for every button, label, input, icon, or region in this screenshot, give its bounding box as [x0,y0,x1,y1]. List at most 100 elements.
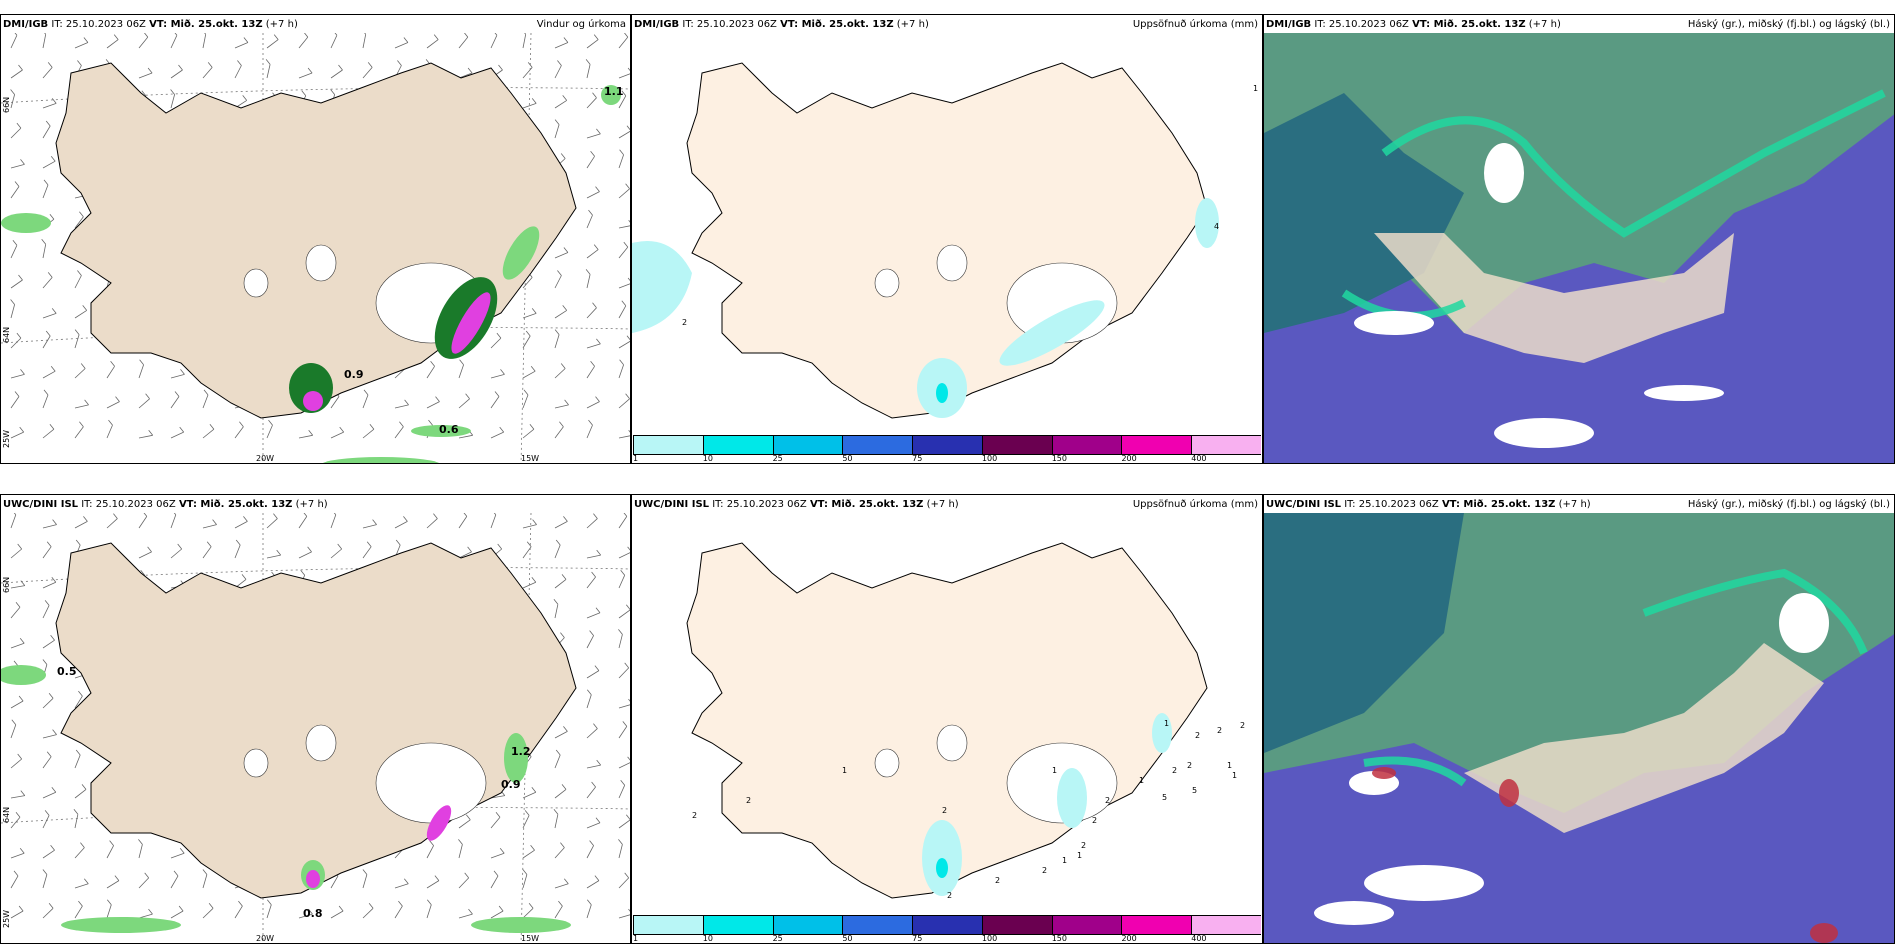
wind-barb-feather [559,421,564,428]
wind-barb-feather [48,903,54,909]
wind-barb-feather [558,900,563,907]
value-label: 2 [692,811,697,820]
wind-barb-feather [51,308,57,314]
wind-barb [330,875,339,889]
wind-barb [10,852,25,859]
wind-barb [42,698,54,709]
wind-barb [42,524,57,529]
issue-time: 25.10.2023 06Z [65,19,146,30]
value-label: 0.9 [501,778,521,791]
wind-barb-feather [48,693,54,699]
scale-swatch [633,436,703,454]
wind-barb-feather [303,513,308,517]
panel-cloud-uwc: UWC/DINI ISL IT: 25.10.2023 06Z VT: Mið.… [1263,494,1895,944]
wind-barb [618,844,623,859]
wind-barb-feather [563,516,568,522]
panel-title: Uppsöfnuð úrkoma (mm) [1132,19,1258,30]
wind-barb-feather [10,299,15,305]
wind-barb-feather [304,33,309,38]
wind-barb-feather [16,332,22,339]
wind-barb [138,398,150,409]
wind-barb [202,546,212,559]
wind-barb-feather [45,330,51,337]
wind-barb-feather [51,98,57,104]
wind-barb-feather [531,787,537,793]
wind-barb-feather [625,604,630,611]
model-name: DMI/IGB [1266,19,1312,30]
wind-barb [586,191,600,199]
wind-barb-feather [209,423,215,430]
wind-barb [74,695,83,709]
wind-barb [362,908,374,919]
wind-barb-feather [523,389,529,396]
wind-barb-feather [367,62,373,68]
wind-barb [42,605,50,619]
value-label: 1 [842,766,847,775]
wind-barb-feather [10,89,15,95]
wind-barb-feather [140,569,146,576]
wind-barb-feather [563,37,569,43]
wind-barb-feather [623,241,629,248]
wind-barb [522,335,531,349]
lat-label-66n: 66N [2,97,11,113]
wind-barb-feather [495,812,501,818]
wind-barb-feather [301,90,307,97]
wind-barb-feather [458,839,463,845]
wind-barb [394,42,409,49]
accum-map: 1 4 2 [632,62,1258,419]
wind-barb-feather [144,33,149,38]
wind-barb-feather [527,62,533,68]
wind-barb [554,275,562,289]
value-label: 2 [1187,761,1192,770]
wind-barb [490,337,502,349]
accum-map: 2221212111552221122222122 [686,542,1245,900]
lead-time: (+7 h) [926,499,959,510]
wind-barb [554,252,569,259]
wind-barb [10,724,17,739]
scale-swatch [772,916,843,934]
wind-barb-feather [429,840,434,846]
wind-barb-feather [84,399,89,406]
wind-barb-feather [45,120,51,127]
wind-barb-feather [241,574,247,580]
wind-barb [74,42,89,49]
wind-barb [458,364,464,379]
wind-barb [10,94,15,109]
wind-barb-feather [307,546,312,553]
wind-barb [298,72,313,79]
wind-barb [330,69,343,79]
wind-barb-feather [366,541,372,547]
wind-barb-feather [147,546,152,553]
panel-header: DMI/IGB IT: 25.10.2023 06Z VT: Mið. 25.o… [1266,18,1890,32]
wind-barb [202,428,215,439]
wind-barb [426,904,432,919]
wind-barb-feather [42,869,48,875]
wind-barb [394,404,409,409]
wind-barb-feather [465,393,470,400]
wind-barb [618,340,630,349]
wind-barb-feather [148,430,154,436]
wind-barb [586,307,597,319]
wind-barb [10,396,20,409]
wind-barb-feather [50,155,56,162]
wind-barb [522,908,534,919]
panel-accum-dmi: DMI/IGB IT: 25.10.2023 06Z VT: Mið. 25.o… [631,14,1263,464]
panel-title: Háský (gr.), miðský (fj.bl.) og lágský (… [1687,19,1890,30]
wind-barb [170,69,183,79]
scale-tick-label: 150 [1051,454,1067,463]
wind-barb [490,396,500,409]
wind-barb [362,428,375,439]
wind-barb [138,844,143,859]
value-label: 2 [1172,766,1177,775]
wind-barb [202,34,207,49]
lead-time: (+7 h) [1528,19,1561,30]
wind-barb [10,700,24,709]
wind-barb-feather [20,369,25,375]
wind-barb-feather [626,125,630,131]
wind-barb [586,880,600,889]
wind-barb [586,576,596,589]
wind-barb [618,667,629,679]
wind-barb [554,334,560,349]
wind-barb [522,67,533,79]
wind-barb [10,245,18,259]
